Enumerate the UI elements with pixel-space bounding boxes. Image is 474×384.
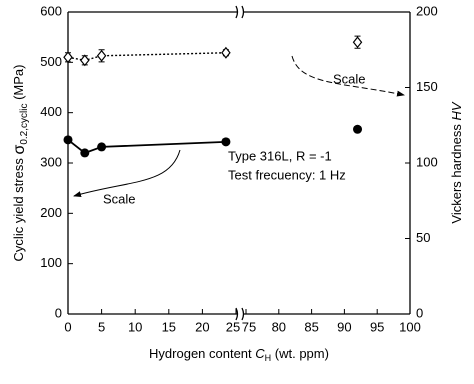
- series-line: [67, 139, 226, 154]
- y-tick-label: 500: [40, 54, 62, 69]
- x-tick-label: 85: [304, 319, 318, 334]
- y2-tick-label: 50: [416, 230, 430, 245]
- point: [80, 148, 90, 158]
- x-tick-label: 80: [272, 319, 286, 334]
- x-tick-label: 0: [64, 319, 71, 334]
- annotation: Test frecuency: 1 Hz: [228, 167, 346, 182]
- y-tick-label: 100: [40, 255, 62, 270]
- x-axis-label: Hydrogen content CH (wt. ppm): [149, 346, 329, 363]
- x-tick-label: 90: [337, 319, 351, 334]
- point: [97, 142, 107, 152]
- y2-tick-label: 0: [416, 305, 423, 320]
- y-tick-label: 300: [40, 154, 62, 169]
- annotation: Scale: [103, 191, 136, 206]
- x-tick-label: 20: [195, 319, 209, 334]
- point: [63, 51, 73, 64]
- point: [353, 124, 363, 134]
- point: [63, 135, 73, 145]
- y-axis-label: Cyclic yield stress σ0.2,cyclic (MPa): [11, 65, 29, 262]
- x-tick-label: 25: [226, 319, 240, 334]
- point: [221, 137, 231, 147]
- annotation: Type 316L, R = -1: [228, 148, 332, 163]
- point: [352, 36, 363, 49]
- y-tick-label: 600: [40, 3, 62, 18]
- x-tick-label: 95: [370, 319, 384, 334]
- y-tick-label: 200: [40, 205, 62, 220]
- annotation: Scale: [333, 71, 366, 86]
- point: [96, 49, 107, 62]
- series-line: [67, 52, 226, 62]
- y2-tick-label: 150: [416, 79, 438, 94]
- x-tick-label: 15: [162, 319, 176, 334]
- x-tick-label: 5: [98, 319, 105, 334]
- arrows: [73, 55, 405, 197]
- x-tick-label: 10: [128, 319, 142, 334]
- y2-tick-label: 100: [416, 154, 438, 169]
- x-tick-label: 100: [399, 319, 421, 334]
- point: [80, 54, 90, 67]
- point: [221, 46, 231, 59]
- y-tick-label: 0: [55, 305, 62, 320]
- x-tick-label: 75: [242, 319, 256, 334]
- y2-axis-label: Vickers hardness HV: [449, 101, 464, 223]
- y2-tick-label: 200: [416, 3, 438, 18]
- y-tick-label: 400: [40, 104, 62, 119]
